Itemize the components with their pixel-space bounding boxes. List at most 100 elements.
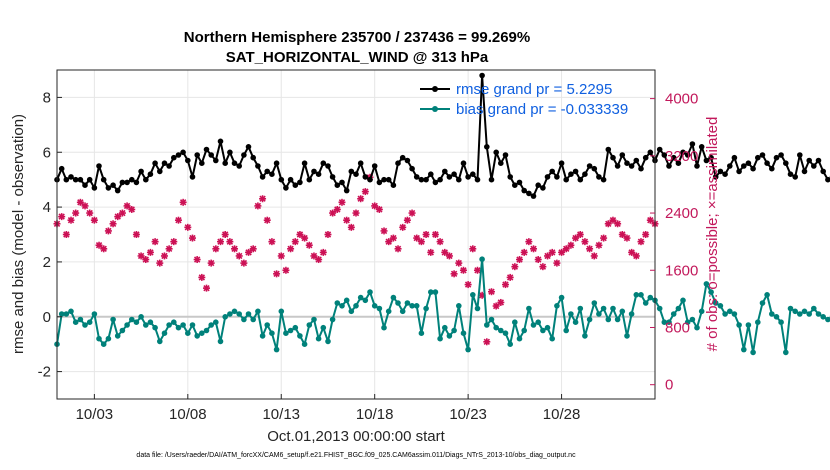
bias-point	[783, 349, 789, 356]
bias-point	[371, 303, 378, 309]
rmse-point	[306, 176, 313, 183]
rmse-point	[446, 174, 453, 180]
obs-marker-stroke	[86, 209, 93, 217]
rmse-point	[362, 174, 369, 180]
rmse-point	[199, 160, 205, 166]
rmse-point	[82, 182, 88, 188]
obs-assimilated-point	[539, 263, 547, 271]
obs-marker-stroke	[357, 195, 364, 202]
bias-point	[442, 324, 448, 331]
obs-assimilated-point	[81, 202, 89, 210]
obs-assimilated-point	[586, 245, 594, 253]
rmse-point	[642, 154, 649, 161]
obs-assimilated-point	[576, 231, 584, 238]
bias-point	[451, 327, 457, 334]
obs-marker-stroke	[441, 249, 448, 256]
bias-point	[72, 319, 79, 326]
obs-assimilated-point	[221, 231, 229, 238]
rmse-point	[418, 176, 425, 183]
obs-marker-stroke	[464, 281, 472, 288]
obs-assimilated-point	[319, 248, 327, 256]
rmse-point	[114, 187, 121, 194]
obs-assimilated-point	[614, 220, 622, 228]
obs-marker-stroke	[310, 252, 318, 260]
bias-point	[63, 311, 70, 317]
obs-assimilated-point	[165, 245, 173, 253]
obs-assimilated-point	[226, 238, 234, 246]
bias-point	[582, 333, 588, 339]
bias-point	[797, 311, 803, 317]
bias-point	[390, 294, 397, 301]
bias-point	[624, 333, 630, 339]
rmse-point	[213, 157, 219, 164]
rmse-point	[521, 187, 527, 194]
rmse-point	[110, 182, 116, 188]
bias-point	[77, 316, 84, 323]
bias-point	[199, 330, 205, 337]
rmse-point	[157, 168, 163, 175]
obs-assimilated-point	[273, 270, 281, 278]
bias-point	[530, 322, 537, 328]
rmse-point	[96, 163, 102, 169]
rmse-point	[628, 163, 635, 169]
obs-assimilated-point	[118, 209, 126, 217]
rmse-point	[423, 176, 429, 183]
bias-point	[423, 305, 429, 312]
obs-marker-stroke	[165, 245, 173, 252]
obs-assimilated-point	[473, 266, 481, 274]
rmse-point	[507, 174, 513, 180]
grid-lines	[57, 70, 655, 399]
obs-marker-stroke	[179, 199, 187, 206]
rmse-point	[91, 185, 98, 191]
y-tick-label: -2	[38, 364, 51, 381]
rmse-point	[825, 176, 830, 183]
rmse-point	[301, 160, 308, 166]
bias-point	[479, 256, 485, 263]
bias-point	[614, 316, 621, 323]
obs-assimilated-point	[58, 213, 66, 221]
obs-assimilated-point	[445, 252, 453, 260]
rmse-point	[558, 160, 565, 166]
bias-point	[540, 327, 546, 334]
bias-point	[642, 300, 649, 306]
bias-point	[124, 322, 130, 328]
obs-assimilated-point	[450, 270, 458, 278]
rmse-point	[479, 72, 485, 79]
obs-assimilated-point	[137, 252, 145, 260]
obs-assimilated-markers	[53, 173, 659, 346]
bias-point	[129, 316, 135, 323]
rmse-point	[283, 185, 289, 191]
obs-marker-stroke	[530, 245, 537, 252]
bias-point	[418, 330, 425, 337]
rmse-point	[161, 160, 168, 166]
rmse-point	[250, 154, 256, 161]
obs-assimilated-point	[291, 238, 299, 246]
bias-point	[91, 311, 98, 317]
obs-marker-stroke	[161, 252, 168, 260]
x-tick-label: 10/23	[449, 406, 487, 423]
obs-assimilated-point	[632, 252, 640, 260]
obs-marker-stroke	[306, 242, 313, 249]
obs-assimilated-point	[249, 245, 257, 253]
rmse-point	[470, 171, 476, 177]
data-file-footer: data file: /Users/raeder/DAI/ATM_forcXX/…	[136, 452, 576, 459]
bias-point	[334, 300, 341, 306]
obs-marker-stroke	[254, 202, 262, 210]
obs-marker-stroke	[394, 245, 402, 252]
rmse-point	[68, 174, 74, 180]
rmse-point	[600, 176, 607, 183]
bias-point	[656, 305, 663, 312]
rmse-point	[133, 179, 140, 186]
y-right-tick-label: 1600	[665, 262, 698, 279]
obs-marker-stroke	[189, 234, 196, 242]
bias-point	[171, 319, 177, 326]
y-tick-label: 6	[43, 144, 51, 161]
obs-assimilated-point	[403, 216, 411, 224]
bias-point	[535, 319, 541, 326]
obs-marker-stroke	[240, 259, 248, 267]
obs-assimilated-point	[188, 234, 196, 242]
bias-point	[357, 294, 364, 301]
bias-point	[745, 322, 752, 328]
bias-point	[213, 319, 219, 326]
